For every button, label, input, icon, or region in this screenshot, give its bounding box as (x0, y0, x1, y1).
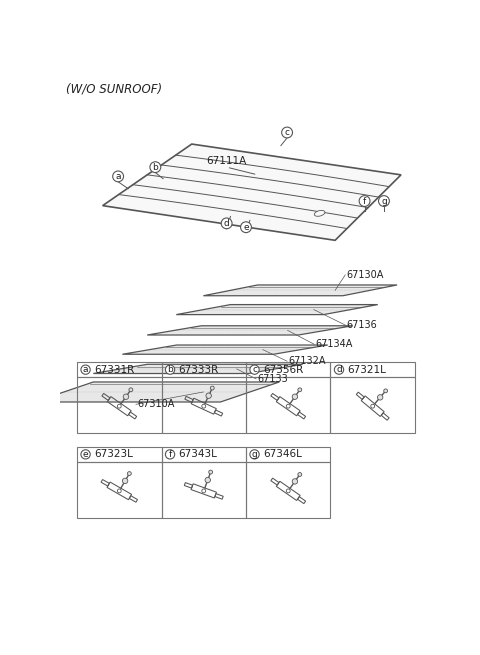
Circle shape (250, 365, 259, 374)
Circle shape (371, 404, 375, 408)
Circle shape (202, 404, 206, 408)
Text: 67346L: 67346L (263, 449, 302, 459)
Text: 67310A: 67310A (137, 400, 175, 409)
Text: e: e (83, 450, 88, 459)
Text: 67132A: 67132A (288, 356, 326, 366)
Bar (77, 462, 162, 517)
Text: 67133: 67133 (258, 374, 288, 384)
Circle shape (129, 388, 133, 392)
Bar (330, 362, 415, 377)
Circle shape (205, 477, 210, 483)
Text: 67130A: 67130A (347, 270, 384, 280)
Text: f: f (168, 450, 172, 459)
Text: 67331R: 67331R (94, 365, 134, 375)
Text: 67323L: 67323L (94, 449, 133, 459)
Circle shape (202, 489, 206, 493)
Bar (246, 462, 330, 517)
Circle shape (240, 222, 252, 233)
Circle shape (221, 218, 232, 229)
Circle shape (113, 171, 123, 182)
Text: a: a (83, 365, 88, 374)
Circle shape (292, 479, 298, 484)
Ellipse shape (314, 210, 325, 216)
Circle shape (150, 162, 161, 172)
Bar (162, 447, 246, 462)
Circle shape (117, 489, 121, 493)
Circle shape (292, 394, 298, 400)
Text: b: b (153, 162, 158, 172)
Circle shape (166, 450, 175, 459)
Text: 67333R: 67333R (179, 365, 219, 375)
Circle shape (286, 404, 290, 408)
Polygon shape (103, 144, 401, 240)
Text: d: d (224, 219, 229, 228)
Polygon shape (204, 285, 397, 296)
Text: a: a (115, 172, 121, 181)
Text: f: f (363, 196, 366, 206)
Circle shape (206, 393, 211, 398)
Circle shape (286, 489, 290, 493)
Circle shape (384, 389, 388, 393)
Bar (246, 377, 330, 433)
Text: 67356R: 67356R (263, 365, 303, 375)
Text: 67136: 67136 (347, 320, 377, 330)
Circle shape (298, 472, 302, 476)
Circle shape (377, 395, 383, 400)
Text: 67321L: 67321L (348, 365, 386, 375)
Polygon shape (176, 305, 378, 314)
Text: 67111A: 67111A (206, 156, 247, 166)
Text: e: e (243, 223, 249, 232)
Circle shape (210, 386, 214, 390)
Text: (W/O SUNROOF): (W/O SUNROOF) (66, 83, 162, 96)
Circle shape (81, 450, 90, 459)
Polygon shape (35, 382, 279, 402)
Text: c: c (285, 128, 289, 137)
Circle shape (359, 196, 370, 206)
Circle shape (123, 394, 129, 400)
Circle shape (166, 365, 175, 374)
Bar (77, 447, 162, 462)
Circle shape (209, 470, 213, 474)
Bar (162, 377, 246, 433)
Bar (77, 377, 162, 433)
Bar (162, 462, 246, 517)
Text: 67134A: 67134A (316, 339, 353, 349)
Circle shape (379, 196, 389, 206)
Polygon shape (122, 345, 328, 354)
Circle shape (81, 365, 90, 374)
Text: g: g (252, 450, 257, 459)
Text: d: d (336, 365, 342, 374)
Bar (330, 377, 415, 433)
Circle shape (250, 450, 259, 459)
Circle shape (122, 478, 128, 483)
Circle shape (117, 404, 121, 408)
Circle shape (282, 127, 292, 138)
Circle shape (127, 472, 132, 476)
Text: b: b (167, 365, 173, 374)
Bar (246, 362, 330, 377)
Polygon shape (147, 326, 353, 335)
Text: g: g (381, 196, 387, 206)
Text: c: c (252, 365, 257, 374)
Bar (162, 362, 246, 377)
Bar (77, 362, 162, 377)
Polygon shape (93, 364, 302, 373)
Text: 67343L: 67343L (179, 449, 217, 459)
Circle shape (298, 388, 302, 392)
Bar (246, 447, 330, 462)
Circle shape (335, 365, 344, 374)
